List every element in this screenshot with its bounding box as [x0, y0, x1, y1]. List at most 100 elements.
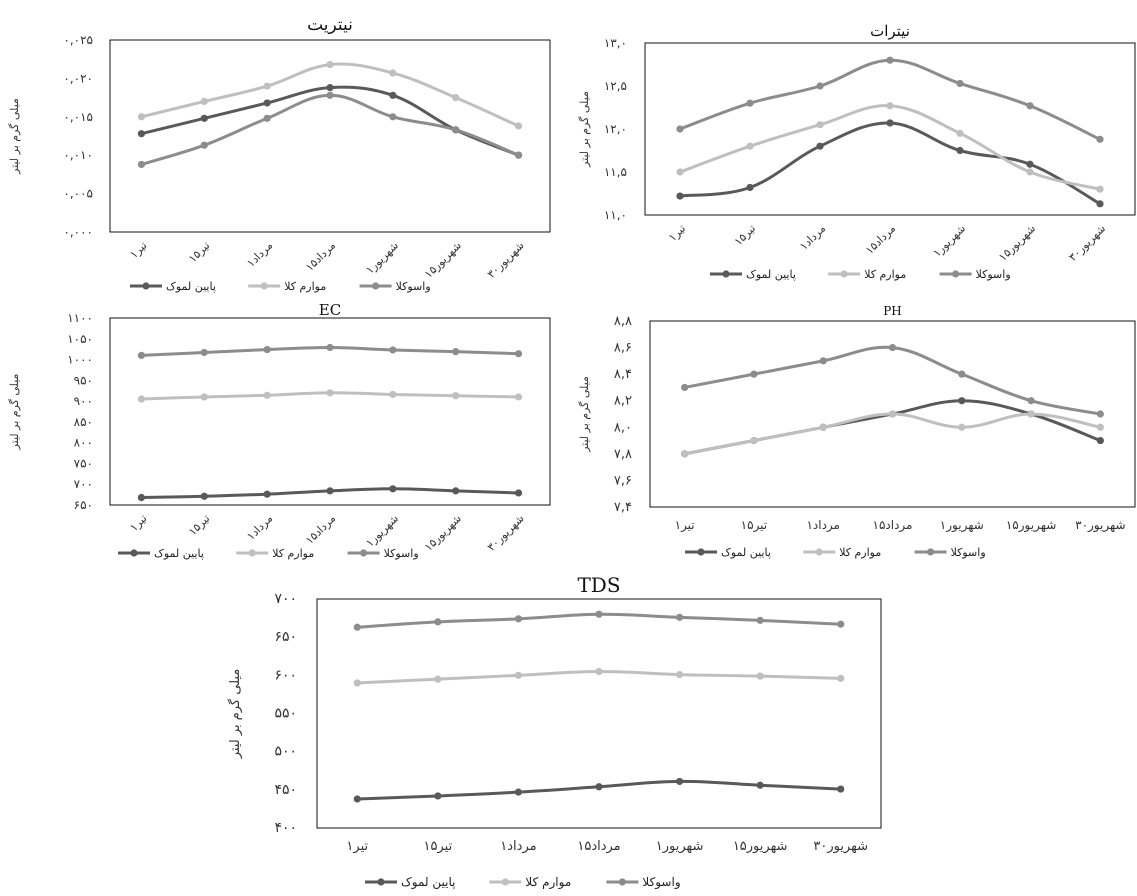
y-axis-label: میلی گرم بر لیتر: [227, 669, 243, 760]
y-tick-label: ۸,۸: [614, 314, 632, 329]
x-tick-label: ۱۵مرداد: [863, 222, 898, 257]
data-point: [514, 489, 523, 497]
legend-marker: [618, 878, 626, 886]
data-point: [819, 423, 827, 431]
chart-title: نیتریت: [307, 15, 353, 35]
legend-marker: [951, 270, 960, 278]
y-tick-label: ۰,۰۲۵: [63, 33, 93, 47]
y-tick-label: ۰,۰۰۵: [63, 187, 93, 201]
data-point: [675, 613, 684, 621]
legend-label: موارم کلا: [272, 547, 314, 560]
legend-marker: [722, 270, 730, 278]
y-tick-label: ۷,۸: [614, 447, 632, 462]
x-tick-label: ۱۵شهریور: [996, 222, 1038, 264]
chart-title: نیترات: [870, 22, 910, 40]
data-point: [353, 679, 361, 687]
x-tick-label: ۱۵مرداد: [577, 839, 620, 854]
data-point: [676, 125, 684, 133]
data-point: [514, 151, 523, 159]
series-line: [679, 121, 1101, 206]
data-point: [353, 623, 361, 631]
y-tick-label: ۴۵۰: [274, 782, 297, 798]
chart-tds: TDS میلی گرم بر لیتر ۴۰۰ ۴۵۰ ۵۰۰ ۵۵۰ ۶۰۰ ۶۵۰ ۷۰۰…: [220, 570, 920, 896]
x-tick-label: ۱۵تیر: [732, 222, 758, 248]
x-tick-label: ۳۰شهریور: [813, 839, 868, 854]
y-tick-label: ۸,۴: [614, 367, 632, 382]
y-tick-label: ۹۵۰: [74, 373, 93, 387]
y-tick-label: ۹۰۰: [74, 394, 93, 408]
x-tick-label: ۱تیر: [346, 839, 368, 854]
y-tick-label: ۴۰۰: [274, 820, 297, 836]
data-point: [595, 783, 603, 791]
data-point: [958, 397, 966, 405]
data-point: [595, 610, 603, 618]
legend-marker: [248, 549, 256, 557]
y-tick-label: ۷۰۰: [274, 591, 297, 607]
plot-area-frame: [316, 598, 882, 829]
data-point: [816, 82, 824, 90]
x-tick-label: ۱۵شهریور: [422, 239, 464, 281]
y-axis-label: میلی گرم بر لیتر: [8, 98, 21, 175]
y-tick-label: ۱۱,۰: [604, 208, 627, 222]
data-point: [389, 346, 397, 354]
data-point: [514, 393, 523, 401]
x-tick-label: ۱۵مرداد: [873, 518, 913, 533]
chart-svg: TDS میلی گرم بر لیتر ۴۰۰ ۴۵۰ ۵۰۰ ۵۵۰ ۶۰۰ ۶۵۰ ۷۰۰…: [227, 573, 882, 890]
x-tick-label: ۱۵شهریور: [422, 512, 464, 554]
y-axis-label: میلی گرم بر لیتر: [578, 91, 591, 168]
x-tick-label: ۱تیر: [127, 239, 149, 261]
x-tick-label: ۱شهریور: [656, 839, 704, 854]
chart-svg: EC میلی گرم بر لیتر ۶۵۰ ۷۰۰ ۷۵۰ ۸۰۰ ۸۵۰ ۹۰۰ ۹۵۰ ۱…: [8, 301, 551, 560]
y-tick-label: ۷۰۰: [74, 477, 93, 491]
y-tick-label: ۸,۰: [614, 420, 632, 435]
y-tick-label: ۶۵۰: [274, 629, 297, 645]
data-point: [200, 393, 208, 401]
data-point: [200, 97, 208, 106]
data-point: [514, 350, 523, 358]
y-tick-label: ۵۵۰: [274, 706, 297, 722]
data-point: [956, 146, 964, 155]
data-point: [137, 351, 146, 359]
data-point: [1096, 423, 1104, 431]
y-tick-label: ۱۱,۵: [604, 165, 627, 179]
chart-svg: نیترات میلی گرم بر لیتر ۱۱,۰ ۱۱,۵ ۱۲,۰ ۱۲,۵ ۱۳…: [578, 22, 1136, 281]
data-point: [956, 129, 964, 137]
data-point: [452, 94, 460, 102]
legend-label: موارم کلا: [525, 875, 571, 890]
data-point: [263, 490, 271, 498]
legend-marker: [926, 548, 935, 556]
data-point: [263, 345, 271, 354]
data-point: [1096, 436, 1104, 445]
data-point: [452, 348, 460, 356]
data-point: [675, 777, 684, 786]
data-point: [676, 192, 684, 200]
data-point: [452, 392, 460, 400]
y-tick-label: ۰,۰۰۰: [63, 225, 93, 239]
data-point: [958, 423, 966, 431]
legend-label: واسوکلا: [396, 280, 431, 293]
x-tick-label: ۱۵مرداد: [303, 239, 338, 274]
y-tick-label: ۰,۰۱۵: [63, 110, 93, 124]
legend-label: پایین لموک: [746, 268, 796, 281]
data-point: [888, 410, 897, 418]
data-point: [837, 620, 845, 628]
data-point: [514, 122, 523, 130]
chart-svg: PH میلی گرم بر لیتر ۷,۴ ۷,۶ ۷,۸ ۸,۰ ۸,۲ ۸,۴ ۸,۶ ۸…: [578, 304, 1136, 559]
y-axis-label: میلی گرم بر لیتر: [578, 376, 591, 453]
data-point: [746, 99, 754, 107]
y-tick-label: ۷,۶: [614, 473, 632, 488]
y-tick-label: ۸۰۰: [74, 436, 93, 450]
legend-marker: [130, 549, 138, 557]
plot-area-frame: [109, 39, 551, 233]
plot-area-frame: [644, 42, 1136, 216]
data-point: [326, 60, 334, 69]
data-point: [746, 183, 754, 192]
y-tick-label: ۱۲,۰: [604, 122, 627, 136]
x-tick-label: ۱مرداد: [806, 518, 840, 533]
data-point: [137, 113, 146, 121]
data-point: [389, 485, 397, 493]
legend-marker: [359, 549, 368, 557]
data-point: [1096, 410, 1104, 418]
data-point: [756, 672, 764, 680]
y-tick-label: ۵۰۰: [274, 744, 297, 760]
